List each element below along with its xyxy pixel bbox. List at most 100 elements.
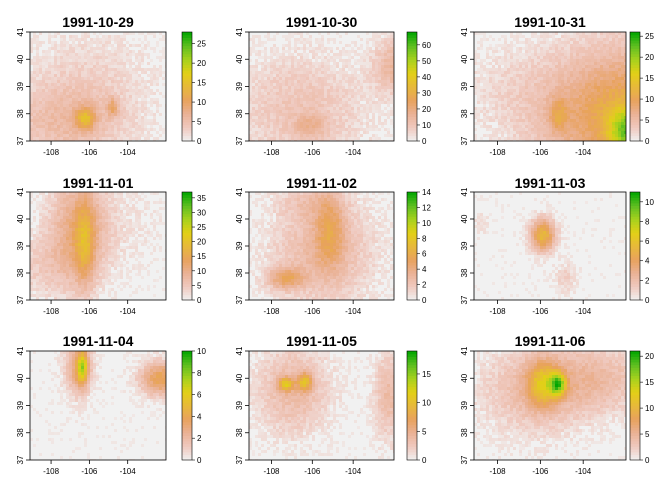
- heatmap-cell: [273, 86, 276, 89]
- heatmap-cell: [75, 122, 78, 125]
- heatmap-cell: [582, 50, 585, 53]
- heatmap-cell: [357, 101, 360, 104]
- heatmap-cell: [81, 107, 84, 110]
- heatmap-cell: [345, 80, 348, 83]
- heatmap-cell: [135, 80, 138, 83]
- heatmap-cell: [276, 140, 279, 141]
- heatmap-cell: [45, 122, 48, 125]
- heatmap-cell: [312, 53, 315, 56]
- heatmap-cell: [315, 50, 318, 53]
- heatmap-cell: [159, 125, 162, 128]
- heatmap-cell: [561, 77, 564, 80]
- heatmap-cell: [564, 89, 567, 92]
- heatmap-cell: [60, 101, 63, 104]
- heatmap-cell: [351, 137, 354, 140]
- heatmap-cell: [63, 128, 66, 131]
- heatmap-cell: [330, 113, 333, 116]
- heatmap-cell: [261, 110, 264, 113]
- heatmap-cell: [69, 89, 72, 92]
- heatmap-cell: [615, 89, 618, 92]
- heatmap-cell: [270, 92, 273, 95]
- heatmap-cell: [123, 44, 126, 47]
- heatmap-cell: [66, 32, 69, 35]
- heatmap-cell: [156, 74, 159, 77]
- heatmap-cell: [270, 119, 273, 122]
- heatmap-cell: [501, 47, 504, 50]
- heatmap-cell: [327, 71, 330, 74]
- heatmap-cell: [99, 116, 102, 119]
- heatmap-cell: [282, 38, 285, 41]
- heatmap-cell: [273, 140, 276, 141]
- heatmap-cell: [144, 125, 147, 128]
- heatmap-cell: [51, 59, 54, 62]
- legend-tick-label: 20: [422, 105, 431, 114]
- heatmap-cell: [504, 74, 507, 77]
- heatmap-cell: [288, 110, 291, 113]
- heatmap-cell: [111, 62, 114, 65]
- heatmap-cell: [492, 68, 495, 71]
- heatmap-cell: [621, 41, 624, 44]
- heatmap-cell: [126, 131, 129, 134]
- heatmap-cell: [72, 116, 75, 119]
- heatmap-cell: [120, 104, 123, 107]
- heatmap-cell: [63, 74, 66, 77]
- heatmap-cell: [165, 107, 166, 110]
- heatmap-cell: [615, 41, 618, 44]
- heatmap-cell: [537, 62, 540, 65]
- heatmap-cell: [495, 44, 498, 47]
- heatmap-cell: [90, 116, 93, 119]
- heatmap-cell: [294, 113, 297, 116]
- heatmap-cell: [57, 74, 60, 77]
- heatmap-cell: [528, 89, 531, 92]
- heatmap-cell: [522, 59, 525, 62]
- heatmap-cell: [90, 101, 93, 104]
- heatmap-cell: [39, 125, 42, 128]
- heatmap-cell: [348, 125, 351, 128]
- heatmap-cell: [303, 68, 306, 71]
- heatmap-cell: [51, 104, 54, 107]
- heatmap-cell: [519, 32, 522, 35]
- heatmap-cell: [153, 65, 156, 68]
- heatmap-cell: [339, 107, 342, 110]
- heatmap-cell: [72, 131, 75, 134]
- heatmap-cell: [153, 47, 156, 50]
- heatmap-cell: [339, 92, 342, 95]
- heatmap-cell: [72, 80, 75, 83]
- heatmap-cell: [561, 98, 564, 101]
- heatmap-cell: [30, 104, 33, 107]
- heatmap-cell: [75, 80, 78, 83]
- heatmap-cell: [87, 113, 90, 116]
- heatmap-cell: [252, 116, 255, 119]
- heatmap-cell: [63, 62, 66, 65]
- heatmap-cell: [330, 131, 333, 134]
- heatmap-cell: [90, 38, 93, 41]
- heatmap-cell: [498, 95, 501, 98]
- heatmap-cell: [114, 77, 117, 80]
- heatmap-cell: [42, 131, 45, 134]
- heatmap-cell: [360, 86, 363, 89]
- heatmap-cell: [66, 113, 69, 116]
- heatmap-cell: [603, 80, 606, 83]
- heatmap-cell: [90, 137, 93, 140]
- heatmap-cell: [117, 50, 120, 53]
- heatmap-cell: [63, 110, 66, 113]
- heatmap-cell: [552, 101, 555, 104]
- heatmap-cell: [570, 62, 573, 65]
- heatmap-cell: [273, 107, 276, 110]
- heatmap-cell: [156, 122, 159, 125]
- heatmap-cell: [270, 137, 273, 140]
- heatmap-cell: [477, 32, 480, 35]
- heatmap-cell: [351, 128, 354, 131]
- heatmap-cell: [102, 89, 105, 92]
- heatmap-cell: [249, 68, 252, 71]
- heatmap-cell: [498, 74, 501, 77]
- heatmap-cell: [522, 101, 525, 104]
- heatmap-cell: [543, 59, 546, 62]
- heatmap-cell: [33, 74, 36, 77]
- heatmap-cell: [153, 56, 156, 59]
- heatmap-cell: [288, 83, 291, 86]
- heatmap-cell: [363, 80, 366, 83]
- heatmap-cell: [333, 122, 336, 125]
- heatmap-cell: [381, 125, 384, 128]
- colorbar-segment: [182, 70, 192, 74]
